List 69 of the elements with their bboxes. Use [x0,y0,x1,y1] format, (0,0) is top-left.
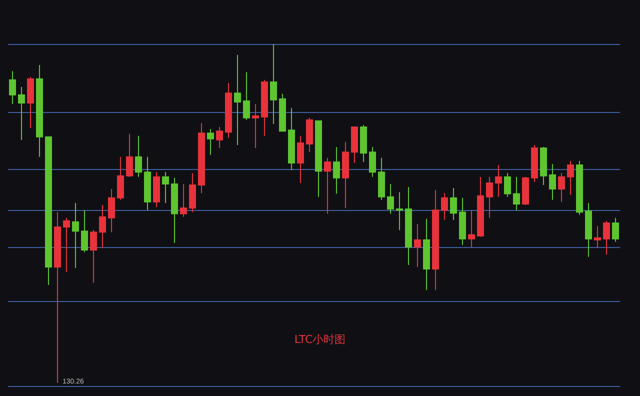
candlestick [405,186,412,266]
candlestick [81,210,88,253]
candlestick [315,120,322,198]
candlestick [108,188,115,233]
candlestick [72,202,79,269]
candlestick [9,70,16,104]
candlestick [189,172,196,213]
candlestick [180,183,187,218]
candlestick [567,160,574,196]
candlestick [270,44,277,124]
candlestick [243,72,250,120]
candlestick [495,164,502,198]
annotation: LTC小时图 [294,333,346,346]
candlestick [441,192,448,220]
candlestick [423,218,430,291]
candlestick [63,217,70,273]
candlestick [351,126,358,164]
candlestick [369,146,376,178]
candlestick [288,108,295,171]
candlestick [459,197,466,246]
candlestick [90,230,97,284]
candlestick [486,176,493,218]
candlestick [18,86,25,140]
candlestick [558,172,565,202]
candlestick [27,76,34,129]
candlestick [225,82,232,138]
candlestick [549,163,556,200]
candlestick [135,135,142,178]
candlestick [450,188,457,220]
candlestick [117,156,124,200]
candlestick [54,212,61,384]
candlestick [171,177,178,244]
candlestick [162,172,169,204]
candlestick [504,172,511,198]
candlestick [261,79,268,136]
candlestick [99,204,106,249]
candlestick [360,124,367,162]
candlestick [216,126,223,149]
candlestick [297,135,304,184]
candlestick [585,202,592,258]
candlestick [144,156,151,211]
candlestick [324,157,331,214]
candlestick [45,136,52,286]
candlestick [306,117,313,153]
candlestick [153,172,160,208]
candlestick [603,220,610,256]
candlestick [207,128,214,156]
candlestick [252,103,259,149]
candlestick [378,157,385,200]
candlestick [126,133,133,178]
candlestick [414,223,421,268]
candlestick [576,160,583,216]
candlestick [387,183,394,214]
candlestick [531,144,538,182]
candlestick [342,141,349,209]
candlestick [198,122,205,194]
candlestick [513,176,520,211]
candlestick [234,54,241,146]
candlestick [477,176,484,238]
candlestick [333,146,340,194]
candlestick [594,226,601,249]
candlestick [36,64,43,158]
candlestick [279,93,286,132]
candlestick [432,190,439,291]
candlestick [522,176,529,206]
candlestick [468,210,475,248]
candlestick [540,146,547,186]
candlestick [396,192,403,231]
candlestick [612,217,619,242]
